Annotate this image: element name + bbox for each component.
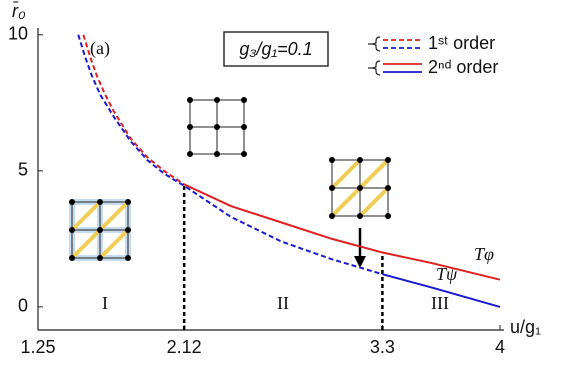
chart-title: g₃/g₁=0.1 <box>239 39 312 59</box>
region-label: III <box>431 293 449 313</box>
series-line <box>82 34 185 186</box>
lattice-icon <box>329 157 391 219</box>
series-line <box>77 34 383 276</box>
series-line <box>183 183 501 281</box>
y-tick-label: 10 <box>8 24 28 44</box>
lattice-icon <box>187 97 247 157</box>
x-axis-label: u/g₁ <box>510 317 541 337</box>
curve-label: Tφ <box>474 244 494 264</box>
x-tick-label: 3.3 <box>370 337 395 357</box>
title-box <box>223 31 329 67</box>
legend-label: 1ˢᵗ order <box>428 33 495 53</box>
x-tick-label: 4 <box>495 337 505 357</box>
arrow <box>354 228 366 268</box>
x-tick-label: 1.25 <box>20 337 55 357</box>
region-label: I <box>102 293 108 313</box>
series-line <box>382 273 501 308</box>
region-label: II <box>277 293 289 313</box>
curve-label: Tψ <box>436 264 458 284</box>
legend-label: 2ⁿᵈ order <box>428 57 498 77</box>
y-tick-label: 5 <box>18 160 28 180</box>
lattice-icon <box>69 199 131 261</box>
y-axis-label: r̄₀ <box>12 1 26 21</box>
legend-brace <box>368 36 381 76</box>
y-tick-label: 0 <box>18 296 28 316</box>
x-tick-label: 2.12 <box>167 337 202 357</box>
panel-label: (a) <box>90 38 110 59</box>
